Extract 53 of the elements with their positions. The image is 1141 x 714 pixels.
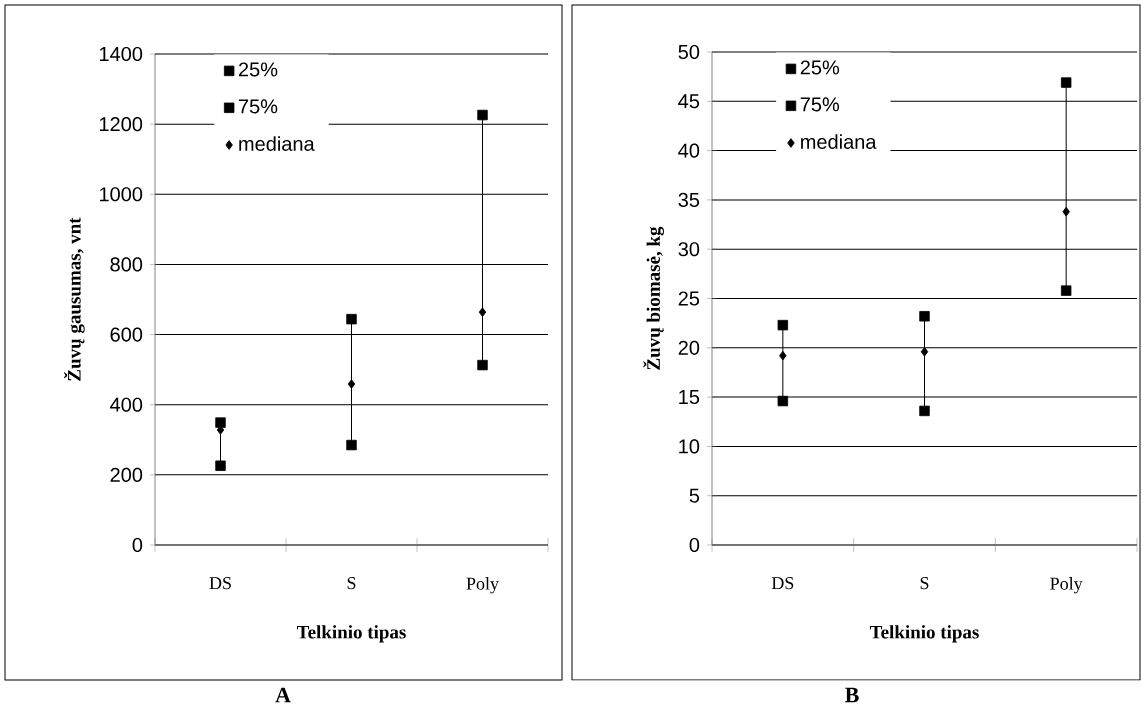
y-tick-label: 1000 [99, 187, 143, 202]
point [346, 439, 357, 451]
x-tick-label: S [347, 577, 356, 590]
y-tick-label: 800 [110, 257, 143, 272]
y-tick-label: 25 [678, 291, 700, 306]
y-tick-label: 35 [678, 192, 700, 207]
y-tick-label: 10 [679, 439, 700, 454]
y-tick-label: 15 [679, 390, 700, 405]
legend-label: 25% [238, 62, 278, 77]
text: B [845, 687, 859, 703]
point [777, 395, 789, 407]
y-tick-label: 0 [132, 537, 143, 553]
y-tick-label: 400 [110, 397, 143, 412]
y-tick-label: 0 [689, 537, 700, 553]
y-tick-label: 50 [678, 44, 700, 60]
legend-label: 25% [800, 60, 840, 75]
x-tick-label: S [920, 577, 929, 590]
point [919, 311, 930, 322]
y-tick-label: 40 [678, 143, 700, 158]
y-tick-label: 1400 [99, 46, 143, 62]
point [777, 319, 789, 331]
y-tick-label: 30 [678, 242, 700, 257]
point [1060, 77, 1072, 88]
point [1062, 206, 1070, 217]
y-tick-label: 20 [678, 340, 700, 355]
point [477, 359, 488, 371]
y-axis-title: Žuvų biomasė, kg [643, 226, 664, 370]
legend-label: 75% [238, 99, 278, 114]
y-axis-title: Žuvų gausumas, vnt [64, 217, 85, 381]
point [478, 307, 487, 317]
y-tick-label: 5 [689, 488, 700, 503]
x-axis-title: Telkinio tipas [296, 625, 406, 643]
point [919, 405, 930, 417]
x-tick-label: DS [209, 577, 231, 590]
x-tick-label: DS [771, 577, 794, 590]
point [347, 379, 356, 389]
y-tick-label: 200 [110, 467, 143, 482]
y-tick-label: 600 [110, 327, 143, 342]
x-tick-label: Poly [1050, 577, 1083, 594]
x-axis-title: Telkinio tipas [869, 625, 979, 643]
point [215, 460, 226, 471]
y-tick-label: 1200 [99, 117, 143, 132]
y-tick-label: 45 [678, 94, 700, 109]
point [779, 350, 787, 361]
x-tick-label: Poly [466, 577, 499, 594]
point [477, 109, 488, 121]
text: A [275, 687, 291, 703]
legend-label: mediana [801, 134, 877, 149]
point [1060, 285, 1072, 296]
point [215, 417, 226, 428]
legend-label: 75% [800, 97, 840, 112]
legend-label: mediana [239, 136, 315, 151]
point [346, 313, 357, 325]
